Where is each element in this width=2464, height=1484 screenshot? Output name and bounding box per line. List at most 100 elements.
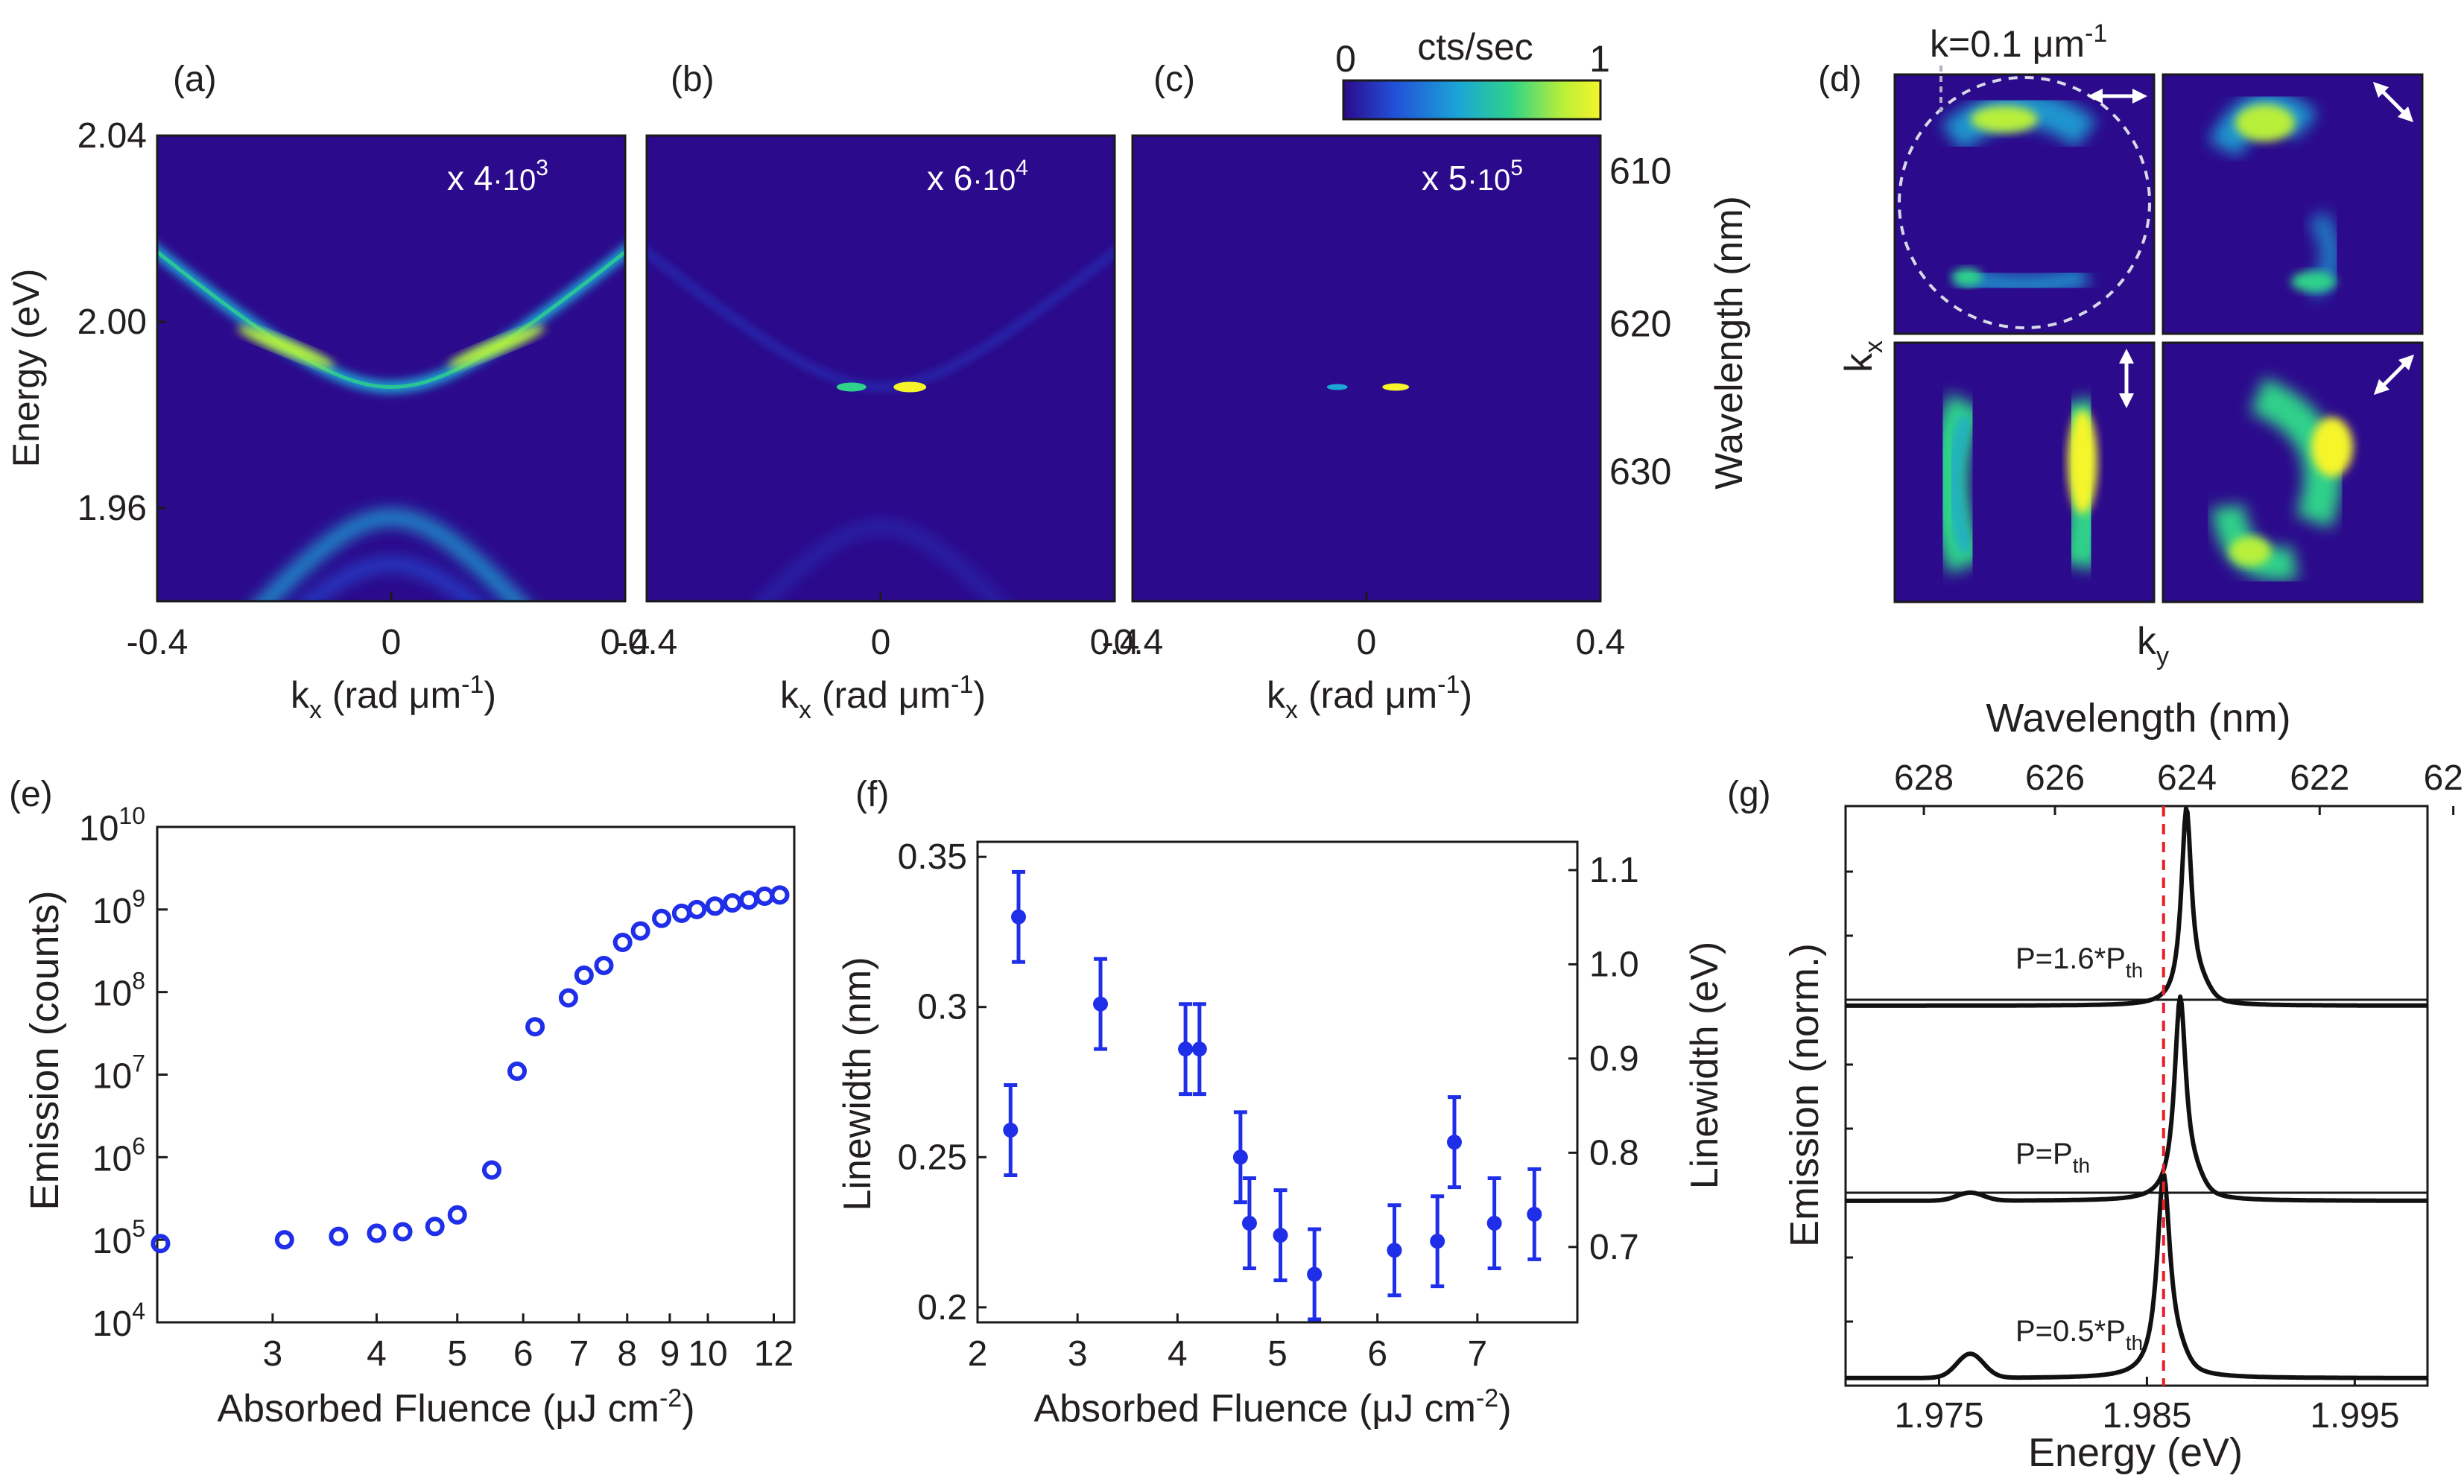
- polarization-arrow-d2: [2372, 81, 2414, 123]
- top-xlabel-g: Wavelength (nm): [1986, 696, 2290, 741]
- subpanel-d1-frame: [1893, 73, 2156, 335]
- heatmap-b-bands: [647, 249, 1115, 601]
- xlabel-b-end: ): [973, 674, 986, 716]
- subpanel-d2-frame: [2161, 73, 2424, 335]
- condensate-spot-right: [1382, 383, 1410, 391]
- axes-f: 2 3 4 5 6 7 0.2 0.25 0.3 0.35 0.7 0.8 0.9 1.0 1.1: [898, 837, 1639, 1374]
- data-point-f: [1241, 1215, 1257, 1231]
- lower-band: [300, 556, 483, 601]
- scale-a-mult: x 4: [447, 159, 493, 197]
- series-label-g-2: P=Pth: [2015, 1138, 2090, 1177]
- bright-lobe: [448, 326, 545, 368]
- top-x-tick-label-g: 624: [2157, 758, 2217, 798]
- xlabel-c-mid: (rad μm: [1298, 674, 1437, 716]
- top-x-tick-label-g: 622: [2290, 758, 2349, 798]
- panel-b-label: (b): [671, 60, 715, 99]
- subpanel-d1-lobes: [1941, 92, 2097, 297]
- top-x-tick-label-g: 626: [2025, 758, 2085, 798]
- data-point-e: [447, 1205, 467, 1225]
- faint-polariton-band: [647, 249, 1115, 390]
- x-tick-label-e: 5: [447, 1334, 467, 1374]
- subpanel-d2-lobes: [2208, 92, 2341, 299]
- data-point-e: [481, 1160, 501, 1180]
- y-tick-label-a: 2.00: [77, 302, 147, 342]
- panel-f-label: (f): [855, 775, 889, 814]
- x-tick-label: 0: [1357, 623, 1377, 662]
- subpanel-d3-lobes: [1929, 393, 2106, 574]
- y-tick-base: 10: [92, 892, 132, 931]
- y-tick-base: 10: [92, 1057, 132, 1097]
- spectra-g: [1845, 806, 2428, 1386]
- data-point-e: [652, 908, 672, 928]
- points-f: [1003, 869, 1542, 1322]
- data-point-e: [739, 890, 759, 910]
- condensate-spot-left: [1326, 384, 1348, 390]
- scale-c: x 5·105: [1422, 156, 1523, 197]
- data-point-e: [671, 903, 691, 923]
- y-tick-exp: 9: [132, 885, 145, 912]
- xlabel-e: Absorbed Fluence (μJ cm-2): [217, 1384, 694, 1430]
- y-tick-label-f: 0.2: [917, 1288, 967, 1328]
- y-tick-label-e: 108: [92, 968, 145, 1014]
- axes-g: 1.975 1.985 1.995 628 626 624 622 620: [1846, 758, 2464, 1436]
- right-y-tick-label-f: 0.9: [1589, 1039, 1639, 1079]
- data-point-f: [1527, 1206, 1542, 1222]
- xlabel-b: kx (rad μm-1): [780, 670, 986, 724]
- x-tick-label-e: 10: [688, 1334, 727, 1374]
- data-point-e: [687, 899, 707, 919]
- series-label-g-2-sub: th: [2073, 1154, 2090, 1177]
- colorbar-min-label: 0: [1335, 38, 1356, 80]
- scale-b-base: ·10: [972, 164, 1016, 197]
- scale-a-base: ·10: [493, 164, 536, 197]
- ky-label: ky: [2137, 620, 2169, 670]
- right-y-tick-label-f: 0.7: [1589, 1228, 1639, 1267]
- data-point-e: [425, 1217, 445, 1237]
- panel-c: (c) x 5·105 -0.4 0 0.4 kx (rad μm-1) 610 62…: [1102, 26, 1751, 724]
- x-tick-label-f: 3: [1068, 1334, 1088, 1374]
- scale-c-base: ·10: [1467, 164, 1510, 197]
- data-point-e: [755, 886, 775, 906]
- panel-d: (d): [1818, 19, 2424, 670]
- panel-a-label: (a): [173, 60, 217, 99]
- data-point-f: [1486, 1215, 1502, 1231]
- heatmap-b-background: [647, 136, 1115, 601]
- y-tick-base: 10: [92, 1304, 132, 1344]
- right-y-tick-label-f: 0.8: [1589, 1133, 1639, 1173]
- right-ylabel-f: Linewidth (eV): [1683, 942, 1726, 1189]
- xlabel-e-end: ): [682, 1387, 694, 1430]
- x-tick-label-g: 1.985: [2102, 1396, 2191, 1436]
- subpanel-d4-frame: [2161, 341, 2424, 603]
- y-tick-base: 10: [92, 1222, 132, 1261]
- top-x-tick-label-g: 628: [1894, 758, 1954, 798]
- data-point-f: [1093, 996, 1109, 1012]
- y-tick-label-e: 107: [92, 1050, 145, 1097]
- colorbar: [1342, 79, 1602, 121]
- x-ticks-a: -0.4 0 0.4: [127, 592, 650, 662]
- xlabel-c-sup: -1: [1437, 670, 1460, 699]
- right-ylabel-c: Wavelength (nm): [1708, 196, 1751, 489]
- data-point-e: [274, 1230, 294, 1250]
- k-circle: [1898, 76, 2151, 329]
- scale-a: x 4·103: [447, 156, 548, 197]
- x-tick-label-e: 6: [513, 1334, 533, 1374]
- right-y-tick-label-c: 630: [1609, 451, 1671, 492]
- data-point-f: [1446, 1135, 1462, 1150]
- xlabel-a: kx (rad μm-1): [291, 670, 496, 724]
- scale-c-exp: 5: [1510, 156, 1523, 180]
- data-point-e: [594, 955, 614, 975]
- x-tick-label: 0: [381, 623, 402, 662]
- xlabel-f-sup: -2: [1476, 1384, 1498, 1412]
- xlabel-b-sup: -1: [951, 670, 973, 699]
- panel-c-label: (c): [1153, 60, 1195, 99]
- xlabel-c: kx (rad μm-1): [1267, 670, 1472, 724]
- y-tick-label-e: 106: [92, 1132, 145, 1179]
- x-tick-label-f: 7: [1467, 1334, 1487, 1374]
- x-tick-label-f: 5: [1267, 1334, 1288, 1374]
- series-label-g-1-sub: th: [2126, 959, 2143, 982]
- x-tick-label-e: 12: [754, 1334, 794, 1374]
- data-point-f: [1273, 1228, 1288, 1243]
- y-tick-label-e: 109: [92, 885, 145, 931]
- data-point-f: [1307, 1266, 1323, 1282]
- plot-f-frame: [976, 840, 1579, 1324]
